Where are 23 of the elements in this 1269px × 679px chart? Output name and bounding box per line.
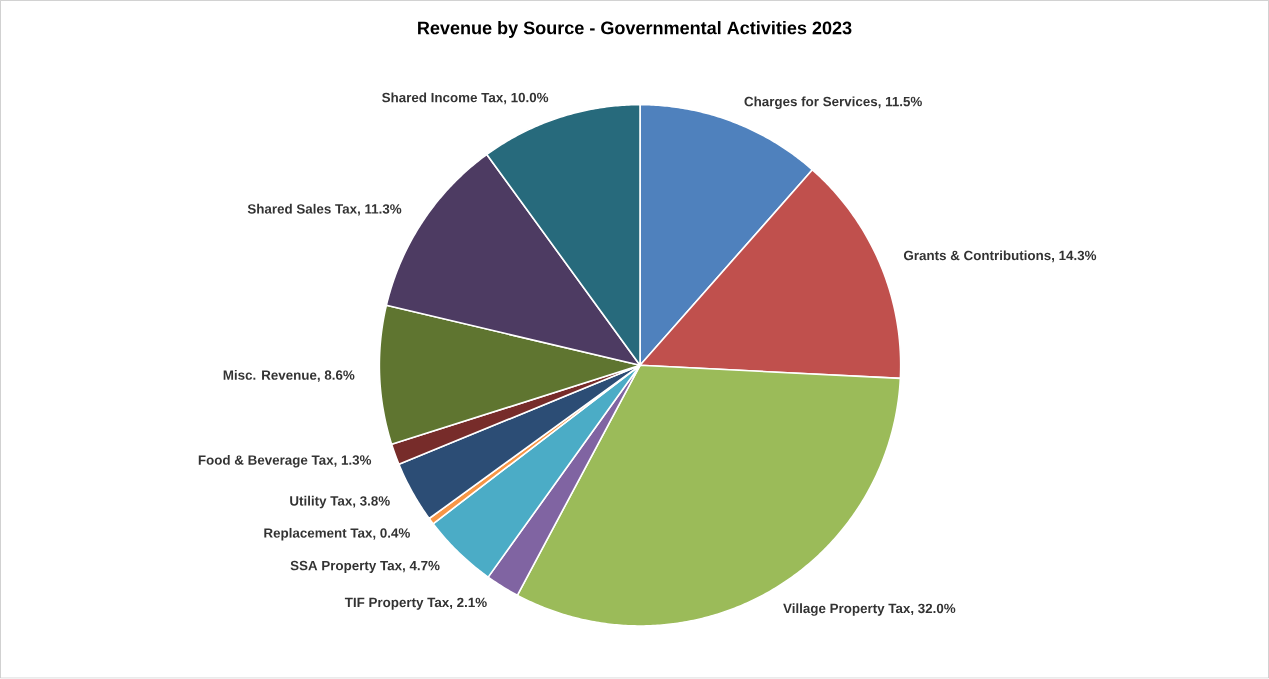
slice-label: Charges for Services: [744, 96, 878, 110]
slice-label: Grants & Contributions: [903, 250, 1051, 261]
slice-label: Misc. Revenue: [223, 370, 317, 381]
data-label: , 11.5%: [878, 97, 922, 109]
data-label: , 10.0%: [504, 93, 549, 105]
data-label: , 8.6%: [317, 370, 355, 383]
slice-label: Shared Sales Tax: [247, 204, 357, 214]
data-label: , 11.3%: [357, 204, 402, 216]
data-label: , 0.4%: [373, 528, 410, 540]
data-label: , 3.8%: [353, 496, 390, 508]
data-label: , 14.3%: [1052, 250, 1097, 263]
data-label: , 2.1%: [450, 597, 487, 610]
slice-label: Village Property Tax: [783, 603, 911, 617]
slice-label: Food & Beverage Tax: [198, 455, 334, 468]
chart-title: Revenue by Source - Governmental Activities 2023: [418, 21, 852, 39]
data-label: , 32.0%: [911, 603, 956, 616]
slice-label: Replacement Tax: [264, 528, 373, 541]
slice-label: Shared Income Tax: [382, 92, 504, 103]
slice-label: TIF Property Tax: [344, 598, 450, 611]
slice-label: Utility Tax: [290, 496, 353, 509]
slice-label: SSA Property Tax: [290, 561, 402, 574]
data-label: , 1.3%: [334, 455, 372, 467]
data-label: , 4.7%: [402, 561, 440, 573]
